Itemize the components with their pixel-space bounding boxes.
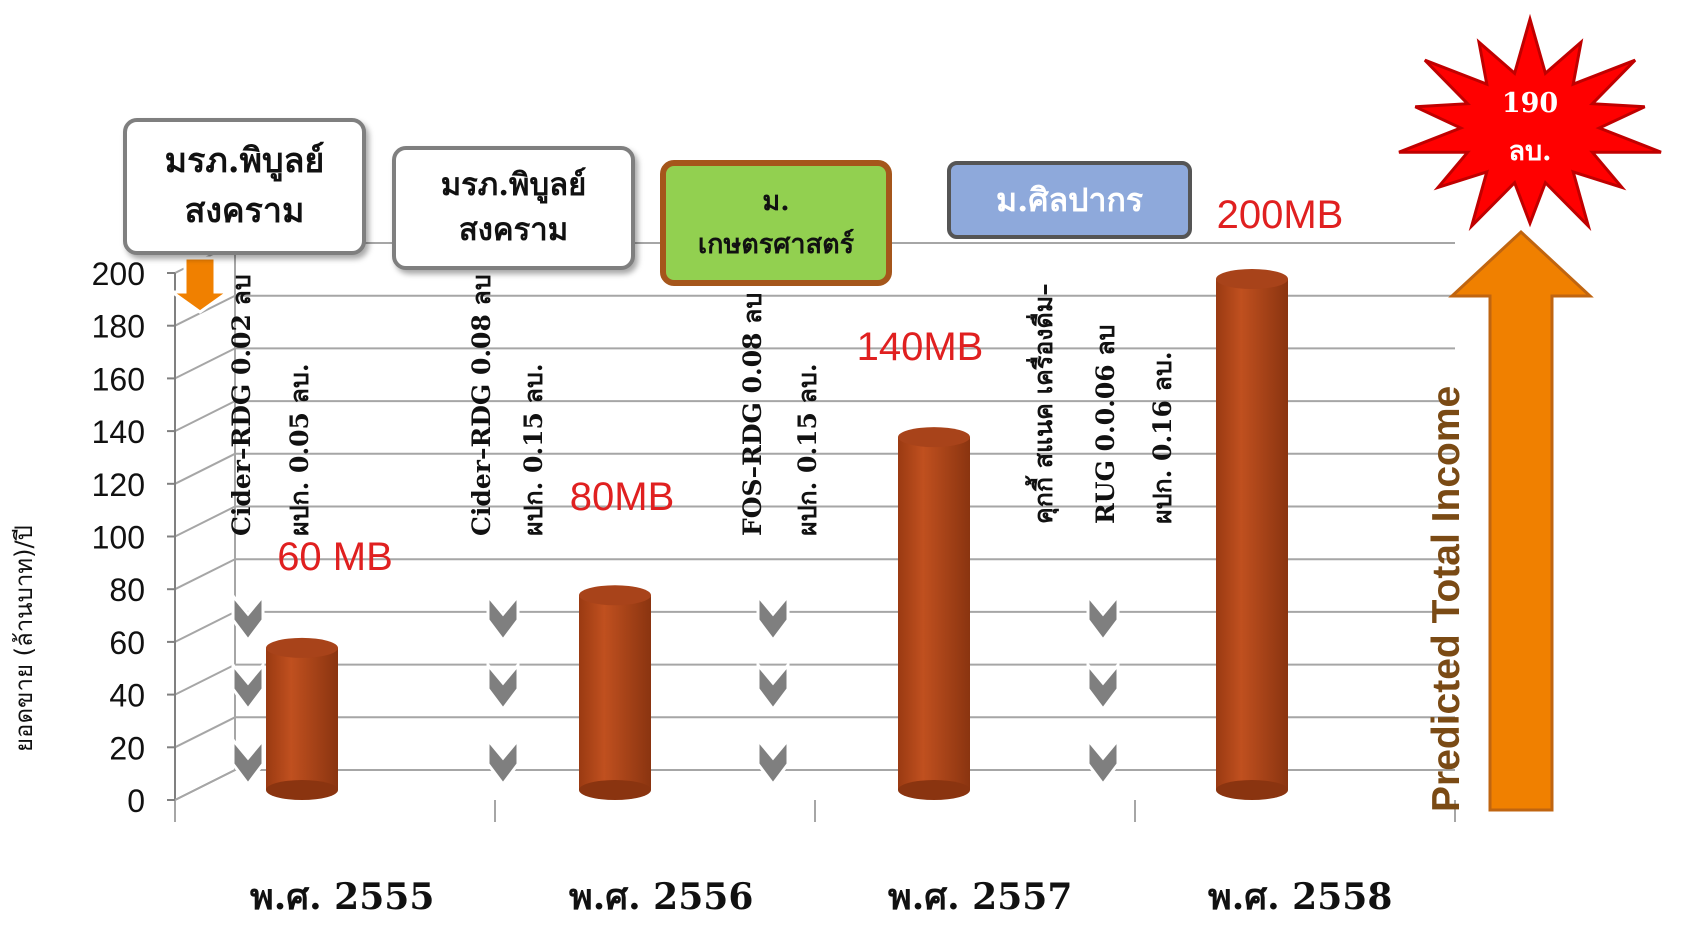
data-label: 140MB xyxy=(857,325,984,369)
starburst-icon xyxy=(1398,13,1662,232)
y-tick-label: 60 xyxy=(109,625,145,661)
chevron-down-icon xyxy=(756,660,790,712)
chart-bars xyxy=(266,269,1288,800)
y-tick-label: 0 xyxy=(127,783,145,819)
chevron-down-icon xyxy=(231,591,265,643)
partner-2-line-2: สงคราม xyxy=(458,212,569,248)
note-1-product: Cider–RDG 0.02 ลบ xyxy=(227,274,256,536)
bar-base xyxy=(1216,780,1288,800)
floor-edge xyxy=(174,769,236,801)
chevron-down-icon xyxy=(486,735,520,787)
bar-top xyxy=(898,427,970,448)
y-tick-label: 200 xyxy=(92,256,145,292)
partner-box-3: ม. เกษตรศาสตร์ xyxy=(660,160,892,286)
y-axis-ticks: 0 20 40 60 80 100 120 140 160 180 200 xyxy=(92,256,175,819)
y-tick-label: 100 xyxy=(92,520,145,556)
bar-base xyxy=(579,780,651,800)
y-tick-label: 180 xyxy=(92,309,145,345)
note-4-title: คุกกี้ สแนค เครื่องดื่ม– xyxy=(1029,283,1058,524)
chevron-arrows xyxy=(231,591,1120,787)
y-tick-label: 40 xyxy=(109,678,145,714)
bar-body xyxy=(579,595,651,790)
bar-top xyxy=(579,585,651,606)
partner-box-2: มรภ.พิบูลย์สงคราม xyxy=(392,146,635,270)
note-4-product: RUG 0.0.06 ลบ xyxy=(1091,324,1120,524)
note-3-budget: ผปก. 0.15 ลบ. xyxy=(793,363,822,536)
star-value: 190 xyxy=(1501,88,1559,119)
note-3-product: FOS–RDG 0.08 ลบ xyxy=(738,292,767,536)
y-tick-label: 120 xyxy=(92,467,145,503)
chevron-down-icon xyxy=(1086,735,1120,787)
partner-4-line-1: ม.ศิลปากร xyxy=(996,180,1143,219)
partner-3-line-2: เกษตรศาสตร์ xyxy=(697,229,855,260)
partner-1-line-1: มรภ.พิบูลย์ xyxy=(164,141,325,182)
x-label-2557: พ.ศ. 2557 xyxy=(888,876,1073,918)
bar-body xyxy=(1216,279,1288,790)
chevron-down-icon xyxy=(756,735,790,787)
data-labels: 60 MB 80MB 140MB 200MB xyxy=(277,193,1343,579)
bar-base xyxy=(266,780,338,800)
note-1-budget: ผปก. 0.05 ลบ. xyxy=(285,363,314,536)
data-label: 60 MB xyxy=(277,535,393,579)
partner-3-line-1: ม. xyxy=(762,185,790,217)
predicted-income-arrow-icon xyxy=(1448,229,1594,812)
partner-2-line-1: มรภ.พิบูลย์ xyxy=(440,167,587,204)
chevron-down-icon xyxy=(231,660,265,712)
partner-box-1: มรภ.พิบูลย์สงคราม xyxy=(123,118,366,255)
down-arrow-icon xyxy=(167,256,233,314)
x-label-2558: พ.ศ. 2558 xyxy=(1208,876,1393,918)
predicted-income-label: Predicted Total Income xyxy=(1425,385,1468,812)
chevron-down-icon xyxy=(231,735,265,787)
data-label: 80MB xyxy=(570,475,675,519)
y-tick-label: 20 xyxy=(109,730,145,766)
star-text: 190 ลบ. xyxy=(1475,88,1585,172)
x-label-2555: พ.ศ. 2555 xyxy=(250,876,435,918)
bar-body xyxy=(898,437,970,790)
chevron-down-icon xyxy=(486,660,520,712)
partner-box-4: ม.ศิลปากร xyxy=(947,161,1192,239)
y-tick-label: 160 xyxy=(92,361,145,397)
partner-1-line-2: สงคราม xyxy=(184,190,305,231)
note-2-product: Cider–RDG 0.08 ลบ xyxy=(467,274,496,536)
note-2-budget: ผปก. 0.15 ลบ. xyxy=(519,363,548,536)
bar-top xyxy=(1216,269,1288,289)
chevron-down-icon xyxy=(756,591,790,643)
bar-body xyxy=(266,647,338,790)
bar-base xyxy=(898,780,970,800)
note-4-budget: ผปก. 0.16 ลบ. xyxy=(1148,351,1177,524)
y-tick-label: 140 xyxy=(92,414,145,450)
star-unit: ลบ. xyxy=(1508,136,1552,167)
bar-top xyxy=(266,637,338,658)
x-label-2556: พ.ศ. 2556 xyxy=(569,876,754,918)
chevron-down-icon xyxy=(1086,591,1120,643)
chevron-down-icon xyxy=(1086,660,1120,712)
chevron-down-icon xyxy=(486,591,520,643)
y-tick-label: 80 xyxy=(109,572,145,608)
y-axis-title: ยอดขาย (ล้านบาท)/ปี xyxy=(10,525,38,752)
data-label: 200MB xyxy=(1217,193,1344,237)
